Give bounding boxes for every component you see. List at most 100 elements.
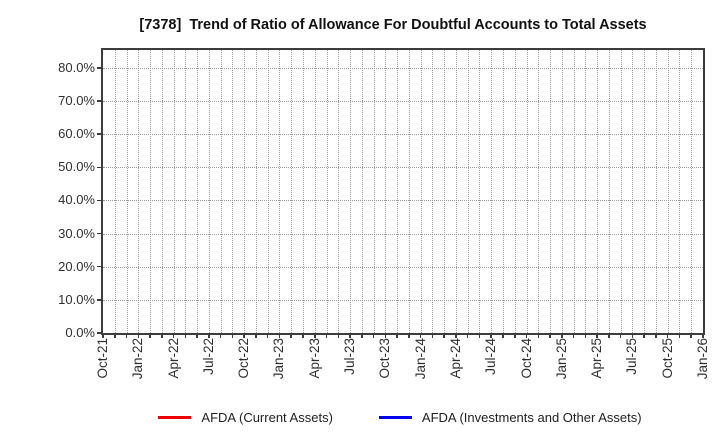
x-tick-mark [443,335,445,338]
x-tick-label: Jul-22 [200,338,216,375]
v-gridline [232,50,234,333]
y-tick-label: 80.0% [58,59,95,75]
x-tick-mark [231,335,234,338]
x-tick-mark [584,335,587,338]
v-gridline [444,50,446,333]
x-tick-mark [302,335,304,338]
h-gridline [103,266,703,268]
x-tick-label: Jan-25 [553,338,569,380]
x-tick-mark [384,335,387,338]
legend-item-afda-current-assets: AFDA (Current Assets) [158,410,333,425]
v-gridline [208,50,210,333]
v-gridline [220,50,222,333]
y-tick-label: 70.0% [58,93,95,109]
x-tick-label: Jan-24 [412,338,428,380]
v-gridline [255,50,257,333]
x-tick-mark [361,335,363,338]
v-gridline [655,50,657,333]
y-tick-mark [97,232,101,235]
v-gridline [620,50,622,333]
y-tick-label: 10.0% [58,291,95,307]
x-tick-label: Apr-22 [165,338,181,379]
v-gridline [432,50,434,333]
v-gridline [667,50,669,333]
x-tick-mark [161,335,163,338]
x-tick-mark [102,335,104,338]
x-tick-mark [678,335,681,338]
x-tick-mark [466,335,469,338]
v-gridline [479,50,481,333]
y-tick-label: 20.0% [58,258,95,274]
v-gridline [608,50,610,333]
x-tick-mark [455,335,457,338]
v-gridline [303,50,304,333]
v-gridline [126,50,128,333]
x-tick-mark [149,335,151,338]
x-tick-mark [514,335,516,338]
y-tick-mark [97,166,101,169]
h-gridline [103,299,703,301]
y-tick-mark [97,332,101,334]
y-tick-label: 60.0% [58,126,95,142]
y-tick-mark [97,100,101,102]
x-tick-mark [314,335,316,338]
v-gridline [279,50,281,333]
v-gridline [526,50,528,333]
v-gridline [503,50,504,333]
x-tick-label: Oct-22 [236,338,252,379]
x-tick-mark [619,335,622,338]
x-tick-mark [608,335,610,338]
v-gridline [550,50,552,333]
v-gridline [573,50,575,333]
x-tick-mark [278,335,281,338]
v-gridline [644,50,646,333]
legend-label-afda-investments: AFDA (Investments and Other Assets) [421,409,642,425]
x-tick-mark [372,335,375,338]
x-tick-mark [325,335,328,338]
v-gridline [361,50,363,333]
x-tick-mark [525,335,528,338]
h-gridline [103,67,703,69]
v-gridline [114,50,116,333]
x-tick-label: Jan-23 [271,338,287,380]
x-tick-mark [396,335,398,338]
v-gridline [585,50,587,333]
v-gridline [597,50,599,333]
legend-item-afda-investments: AFDA (Investments and Other Assets) [378,409,642,425]
h-gridline [103,134,703,136]
v-gridline [408,50,410,333]
y-tick-label: 30.0% [58,225,95,241]
v-gridline [467,50,469,333]
x-tick-mark [666,335,669,338]
x-tick-mark [290,335,292,338]
v-gridline [491,50,493,333]
x-tick-label: Jan-22 [130,338,146,380]
y-tick-label: 40.0% [58,192,95,208]
v-gridline [350,50,352,333]
x-tick-label: Apr-23 [306,338,322,379]
x-tick-mark [431,335,434,338]
legend-line-blue [378,415,412,419]
v-gridline [244,50,246,333]
x-tick-mark [255,335,257,338]
x-tick-mark [408,335,410,338]
x-tick-mark [549,335,551,338]
x-tick-label: Jul-23 [342,338,358,375]
x-tick-mark [631,335,634,338]
v-gridline [561,50,563,333]
x-tick-mark [125,335,128,338]
x-tick-mark [114,335,116,338]
v-gridline [420,50,422,333]
x-tick-label: Oct-25 [659,338,675,379]
v-gridline [397,50,399,333]
x-tick-mark [478,335,481,338]
x-tick-label: Oct-21 [95,338,110,379]
x-tick-mark [349,335,351,338]
x-tick-mark [266,335,269,338]
v-gridline [314,50,316,333]
x-tick-mark [643,335,645,338]
h-gridline [103,167,703,169]
x-tick-label: Apr-25 [589,338,605,379]
y-tick-mark [97,67,101,69]
plot-area [103,50,703,333]
